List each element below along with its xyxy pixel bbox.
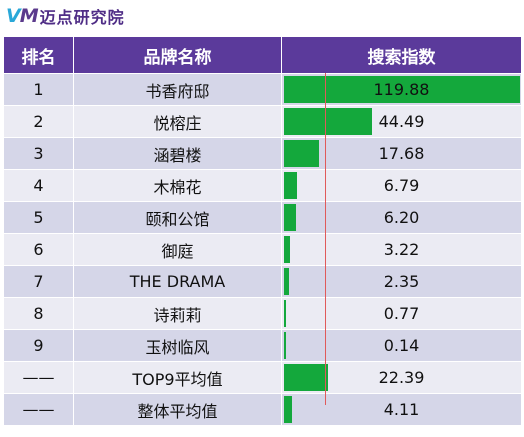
index-value-label: 44.49 — [378, 112, 425, 131]
search-index-cell: 4.11 — [281, 393, 522, 426]
index-value-label: 3.22 — [383, 240, 420, 259]
search-index-cell: 0.77 — [281, 297, 522, 330]
index-value-label: 22.39 — [378, 368, 425, 387]
index-bar — [284, 300, 286, 327]
brand-name-cell: 整体平均值 — [73, 393, 282, 426]
reference-line — [325, 73, 326, 405]
brand-name-cell: TOP9平均值 — [73, 361, 282, 394]
search-index-cell: 44.49 — [281, 105, 522, 138]
search-index-cell: 0.14 — [281, 329, 522, 362]
table-row: 1 书香府邸 119.88 — [3, 73, 522, 106]
search-index-table: 排名 品牌名称 搜索指数 1 书香府邸 119.88 2 悦榕庄 44.49 3 涵碧楼 17.… — [3, 36, 522, 426]
search-index-cell: 17.68 — [281, 137, 522, 170]
index-bar — [284, 108, 372, 135]
index-value-label: 119.88 — [373, 80, 430, 99]
table-row: 2 悦榕庄 44.49 — [3, 105, 522, 138]
index-bar — [284, 172, 297, 199]
index-bar — [284, 76, 520, 103]
index-bar — [284, 140, 319, 167]
table-row: —— 整体平均值 4.11 — [3, 393, 522, 426]
index-bar — [284, 396, 292, 423]
brand-name-cell: 御庭 — [73, 233, 282, 266]
brand-name-cell: 木棉花 — [73, 169, 282, 202]
brand-name-cell: 书香府邸 — [73, 73, 282, 106]
index-bar — [284, 268, 289, 295]
index-bar — [284, 332, 286, 359]
index-bar — [284, 236, 290, 263]
search-index-cell: 119.88 — [281, 73, 522, 106]
search-index-cell: 6.79 — [281, 169, 522, 202]
rank-cell: 5 — [3, 201, 74, 234]
table-row: 5 颐和公馆 6.20 — [3, 201, 522, 234]
search-index-cell: 3.22 — [281, 233, 522, 266]
header-brand-name: 品牌名称 — [73, 36, 282, 74]
rank-cell: 6 — [3, 233, 74, 266]
table-header-row: 排名 品牌名称 搜索指数 — [3, 36, 522, 74]
logo-name: 迈点研究院 — [39, 8, 125, 27]
table-row: 7 THE DRAMA 2.35 — [3, 265, 522, 298]
rank-cell: 1 — [3, 73, 74, 106]
rank-cell: 8 — [3, 297, 74, 330]
table-row: —— TOP9平均值 22.39 — [3, 361, 522, 394]
index-bar — [284, 204, 296, 231]
logo: VM 迈点研究院 — [6, 4, 125, 28]
index-bar — [284, 364, 328, 391]
rank-cell: —— — [3, 361, 74, 394]
header-rank: 排名 — [3, 36, 74, 74]
brand-name-cell: 悦榕庄 — [73, 105, 282, 138]
table-row: 8 诗莉莉 0.77 — [3, 297, 522, 330]
rank-cell: —— — [3, 393, 74, 426]
brand-name-cell: 玉树临风 — [73, 329, 282, 362]
rank-cell: 7 — [3, 265, 74, 298]
table-row: 4 木棉花 6.79 — [3, 169, 522, 202]
index-value-label: 0.77 — [383, 304, 420, 323]
index-value-label: 6.20 — [383, 208, 420, 227]
index-value-label: 6.79 — [383, 176, 420, 195]
table-row: 9 玉树临风 0.14 — [3, 329, 522, 362]
rank-cell: 9 — [3, 329, 74, 362]
brand-name-cell: THE DRAMA — [73, 265, 282, 298]
table-body: 1 书香府邸 119.88 2 悦榕庄 44.49 3 涵碧楼 17.68 4 木棉花 6.79 5 颐和… — [3, 73, 522, 426]
logo-mark: VM — [6, 5, 39, 27]
search-index-cell: 2.35 — [281, 265, 522, 298]
search-index-cell: 6.20 — [281, 201, 522, 234]
search-index-cell: 22.39 — [281, 361, 522, 394]
index-value-label: 0.14 — [383, 336, 420, 355]
index-value-label: 17.68 — [378, 144, 425, 163]
brand-name-cell: 颐和公馆 — [73, 201, 282, 234]
brand-name-cell: 诗莉莉 — [73, 297, 282, 330]
brand-name-cell: 涵碧楼 — [73, 137, 282, 170]
index-value-label: 2.35 — [383, 272, 420, 291]
rank-cell: 2 — [3, 105, 74, 138]
table-row: 3 涵碧楼 17.68 — [3, 137, 522, 170]
rank-cell: 3 — [3, 137, 74, 170]
index-value-label: 4.11 — [383, 400, 420, 419]
header-search-index: 搜索指数 — [281, 36, 522, 74]
table-row: 6 御庭 3.22 — [3, 233, 522, 266]
rank-cell: 4 — [3, 169, 74, 202]
